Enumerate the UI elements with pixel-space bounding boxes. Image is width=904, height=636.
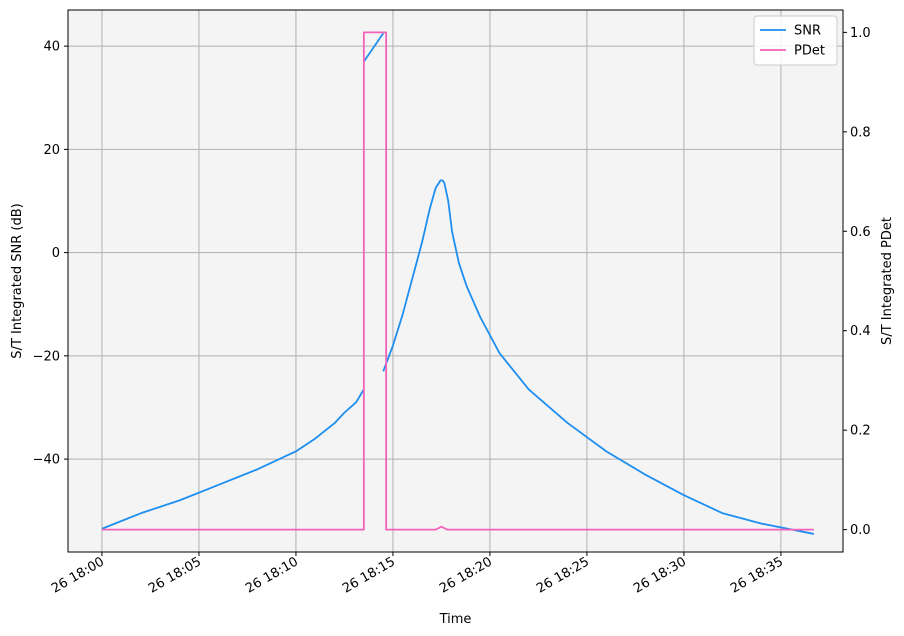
legend-box [753, 15, 838, 66]
legend-label-snr: SNR [794, 24, 821, 39]
y-axis-left: 40 20 0 −20 −40 [33, 40, 68, 468]
x-axis-title: Time [439, 612, 472, 627]
y-right-tick-label: 1.0 [850, 26, 871, 41]
y-right-tick-label: 0.2 [850, 424, 871, 439]
legend: SNR PDet [753, 15, 838, 66]
axes-frame [67, 9, 844, 553]
y-axis-right-title: S/T Integrated PDet [880, 217, 895, 345]
y-left-tick-label: −20 [33, 349, 60, 364]
x-tick-label: 26 18:25 [534, 554, 592, 596]
series-line-snr [363, 32, 384, 63]
x-axis: 26 18:00 26 18:05 26 18:10 26 18:15 26 18:20… [49, 552, 786, 597]
y-left-tick-label: 20 [43, 143, 60, 158]
x-tick-label: 26 18:30 [631, 554, 689, 596]
y-axis-left-title: S/T Integrated SNR (dB) [10, 203, 25, 358]
series-line-pdet [101, 31, 814, 531]
x-tick-label: 26 18:10 [243, 554, 301, 596]
x-tick-label: 26 18:15 [340, 554, 398, 596]
y-right-tick-label: 0.4 [850, 324, 871, 339]
y-left-tick-label: −40 [33, 453, 60, 468]
y-right-tick-label: 0.0 [850, 523, 871, 538]
grid-lines [68, 10, 843, 552]
x-tick-label: 26 18:05 [146, 554, 204, 596]
plot-area [68, 10, 843, 552]
series-layer [101, 31, 815, 535]
legend-label-pdet: PDet [794, 44, 825, 59]
series-line-snr [382, 179, 815, 535]
x-tick-label: 26 18:00 [49, 554, 107, 596]
y-right-tick-label: 0.6 [850, 225, 871, 240]
y-left-tick-label: 40 [43, 40, 60, 55]
plot-border [67, 9, 844, 553]
x-tick-label: 26 18:20 [437, 554, 495, 596]
y-left-tick-label: 0 [52, 246, 60, 261]
y-right-tick-label: 0.8 [850, 125, 871, 140]
y-axis-right: 0.0 0.2 0.4 0.6 0.8 1.0 [843, 26, 871, 538]
x-tick-label: 26 18:35 [728, 554, 786, 596]
series-line-snr [101, 388, 365, 530]
